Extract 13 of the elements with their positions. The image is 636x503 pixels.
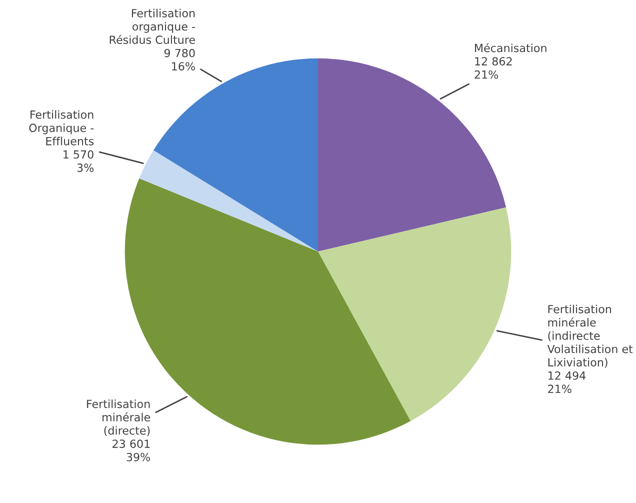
data-label: 1 570 3% — [64, 150, 94, 172]
pie-slice — [318, 207, 512, 422]
data-label: 9 780 16% — [164, 48, 195, 71]
data-label: 12 862 21% — [474, 57, 512, 79]
data-label: 23 601 39% — [112, 440, 150, 462]
slice-label: Fertilisation Organique - Effluents — [29, 110, 94, 146]
data-label: 12 494 21% — [548, 371, 586, 394]
slice-label: Fertilisation organique - Résidus Culture — [110, 8, 195, 44]
slice-label: Fertilisation minérale (directe) — [87, 400, 150, 436]
pie-slice — [139, 150, 318, 252]
pie-slice — [154, 58, 318, 252]
slice-label: Fertilisation minérale (indirecte Volatilisation et Lixiviation) — [547, 304, 633, 368]
slice-label: Mécanisation — [475, 43, 546, 52]
